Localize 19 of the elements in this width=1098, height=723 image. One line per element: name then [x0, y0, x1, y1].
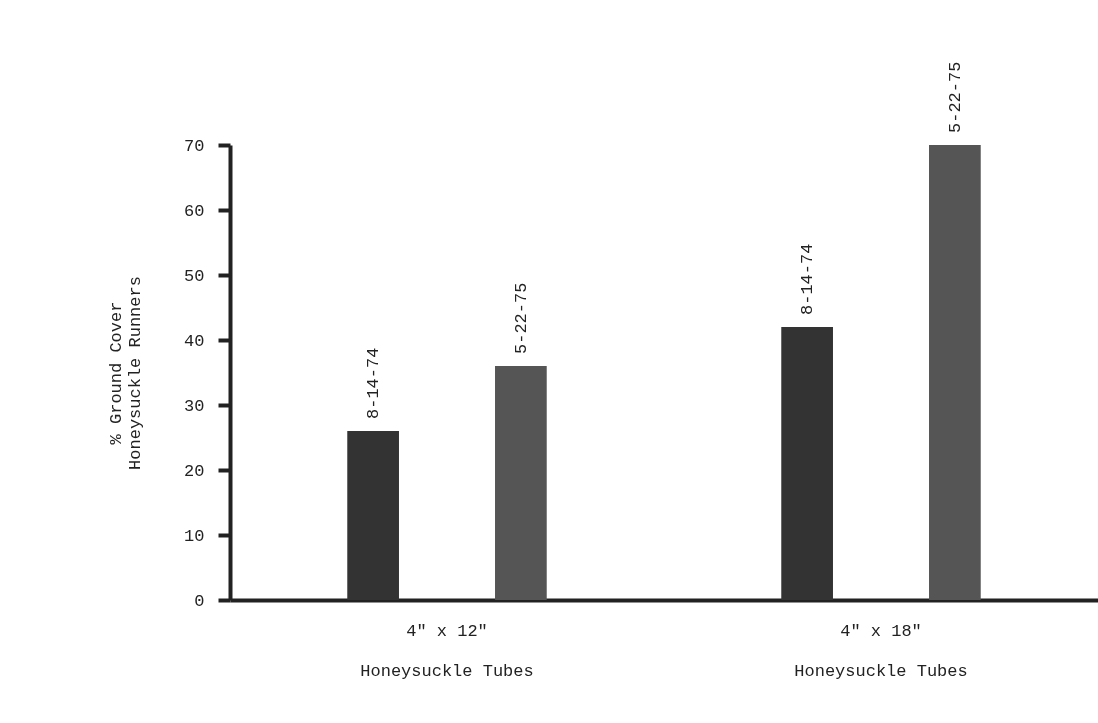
- y-tick-label: 60: [184, 201, 205, 221]
- bar: [347, 431, 399, 600]
- bar: [781, 327, 833, 600]
- y-tick-label: 70: [184, 136, 205, 156]
- text: 8-14-74: [798, 243, 818, 315]
- y-tick-label: 10: [184, 526, 205, 546]
- text: 5-22-75: [945, 61, 965, 133]
- y-tick-label: 0: [194, 591, 205, 611]
- text: 8-14-74: [364, 347, 384, 419]
- bar: [495, 366, 547, 600]
- y-tick-label: 40: [184, 331, 205, 351]
- y-tick-label: 20: [184, 461, 205, 481]
- category-label: 4" x 12" Honeysuckle Tubes: [360, 621, 534, 681]
- bar: [929, 145, 981, 600]
- category-label: 4" x 18" Honeysuckle Tubes: [794, 621, 968, 681]
- y-axis-title: % Ground Cover Honeysuckle Runners: [107, 276, 146, 470]
- text: 5-22-75: [511, 282, 531, 354]
- y-tick-label: 30: [184, 396, 205, 416]
- y-tick-label: 50: [184, 266, 205, 286]
